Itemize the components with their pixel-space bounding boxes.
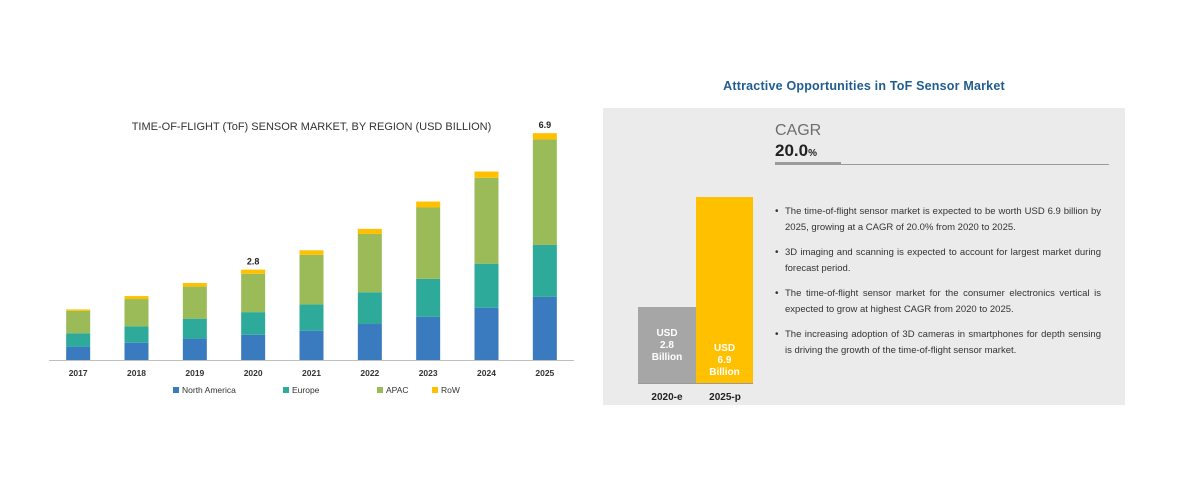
opportunities-title: Attractive Opportunities in ToF Sensor M… (723, 79, 1005, 93)
regional-market-chart: TIME-OF-FLIGHT (ToF) SENSOR MARKET, BY R… (49, 120, 574, 395)
bar-segment-row-2022 (357, 228, 382, 234)
category-label-2020-e: 2020-e (651, 392, 683, 403)
bar-segment-north-america-2020 (241, 334, 266, 360)
legend-label-apac: APAC (386, 385, 409, 395)
bar-segment-apac-2023 (416, 207, 441, 279)
bar-segment-apac-2022 (357, 233, 382, 293)
bar-label-line: USD (656, 328, 678, 340)
x-tick-label-2024: 2024 (477, 368, 496, 378)
stacked-bar-chart-svg: TIME-OF-FLIGHT (ToF) SENSOR MARKET, BY R… (49, 120, 574, 395)
bar-segment-apac-2025 (532, 139, 557, 245)
bar-2025-p: USD 6.9 Billion (696, 196, 753, 383)
bar-segment-apac-2020 (241, 273, 266, 313)
bar-segment-europe-2020 (241, 312, 266, 335)
bar-segment-row-2021 (299, 250, 324, 255)
bar-segment-north-america-2017 (66, 346, 91, 360)
highlight-item: The increasing adoption of 3D cameras in… (775, 327, 1101, 359)
cagr-divider-accent (775, 162, 841, 165)
category-label-2025-p: 2025-p (709, 392, 741, 403)
total-label-2025: 6.9 (539, 120, 552, 130)
highlight-item: 3D imaging and scanning is expected to a… (775, 245, 1101, 277)
bar-segment-row-2025 (532, 133, 557, 140)
bar-segment-europe-2018 (124, 326, 149, 343)
bar-segment-europe-2017 (66, 333, 91, 347)
bar-segment-north-america-2022 (357, 324, 382, 360)
legend-label-europe: Europe (292, 385, 320, 395)
legend-swatch-europe (283, 387, 289, 393)
x-tick-label-2019: 2019 (185, 368, 204, 378)
bar-label-line: Billion (651, 352, 683, 364)
bar-label-line: Billion (709, 366, 740, 378)
bar-label-line: USD (713, 342, 736, 354)
bar-segment-europe-2019 (182, 318, 207, 339)
bar-segment-apac-2019 (182, 286, 207, 319)
highlight-item: The time-of-flight sensor market is expe… (775, 204, 1101, 236)
total-label-2020: 2.8 (247, 257, 260, 267)
bar-segment-apac-2018 (124, 299, 149, 327)
chart-title: TIME-OF-FLIGHT (ToF) SENSOR MARKET, BY R… (132, 121, 492, 133)
bar-segment-row-2019 (182, 283, 207, 287)
bar-segment-europe-2021 (299, 304, 324, 331)
legend-swatch-north-america (173, 387, 179, 393)
bar-segment-north-america-2019 (182, 338, 207, 360)
x-tick-label-2025: 2025 (535, 368, 554, 378)
legend-label-north-america: North America (182, 385, 236, 395)
bar-segment-apac-2021 (299, 254, 324, 305)
cagr-unit: % (808, 148, 817, 159)
x-tick-label-2023: 2023 (419, 368, 438, 378)
bar-segment-north-america-2021 (299, 330, 324, 360)
x-tick-label-2018: 2018 (127, 368, 146, 378)
bar-segment-north-america-2024 (474, 307, 499, 360)
bar-segment-north-america-2023 (416, 316, 441, 360)
bar-segment-north-america-2025 (532, 296, 557, 360)
legend-label-row: RoW (441, 385, 460, 395)
bar-segment-europe-2024 (474, 263, 499, 308)
x-tick-label-2017: 2017 (69, 368, 88, 378)
cagr-label: CAGR (775, 122, 822, 139)
legend-swatch-apac (377, 387, 383, 393)
legend-swatch-row (432, 387, 438, 393)
bar-segment-row-2017 (66, 309, 91, 311)
x-tick-label-2021: 2021 (302, 368, 321, 378)
bar-segment-row-2024 (474, 171, 499, 178)
cagr-divider (775, 164, 1109, 165)
x-tick-label-2022: 2022 (360, 368, 379, 378)
bar-segment-europe-2023 (416, 278, 441, 317)
bar-segment-row-2018 (124, 296, 149, 300)
bar-segment-apac-2024 (474, 177, 499, 264)
bar-label-line: 6.9 (717, 354, 732, 366)
bar-label-line: 2.8 (660, 340, 674, 352)
bar-segment-north-america-2018 (124, 342, 149, 360)
bar-segment-europe-2022 (357, 292, 382, 325)
bar-2020-e: USD 2.8 Billion (638, 307, 696, 383)
bar-segment-apac-2017 (66, 310, 91, 334)
bar-segment-row-2023 (416, 201, 441, 208)
highlights-list: The time-of-flight sensor market is expe… (775, 204, 1101, 368)
opportunities-panel: CAGR 20.0% USD 2.8 Billion USD 6.9 Billi… (603, 108, 1125, 405)
bar-segment-europe-2025 (532, 244, 557, 297)
cagr-value-wrap: 20.0% (775, 141, 817, 161)
x-tick-label-2020: 2020 (244, 368, 263, 378)
bar-segment-row-2020 (241, 269, 266, 274)
highlight-item: The time-of-flight sensor market for the… (775, 286, 1101, 318)
mini-chart-axis (638, 383, 753, 384)
cagr-value: 20.0 (775, 141, 809, 160)
